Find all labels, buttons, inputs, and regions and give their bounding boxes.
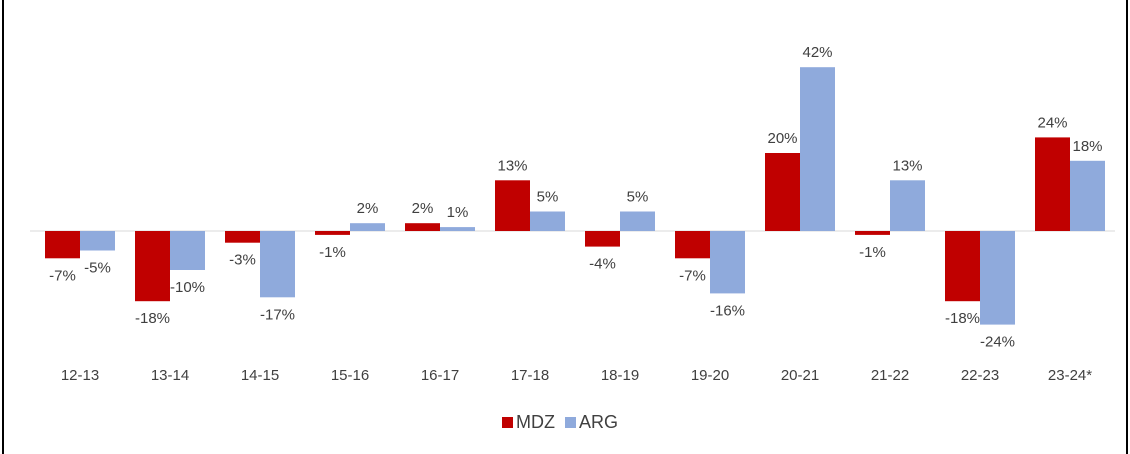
data-label: 5% [627,188,649,205]
x-tick-label: 18-19 [601,367,639,384]
bar [315,231,350,235]
bar [675,231,710,259]
x-tick-label: 21-22 [871,367,909,384]
x-tick-label: 12-13 [61,367,99,384]
x-tick-label: 23-24* [1048,367,1092,384]
data-label: -10% [170,279,205,296]
data-label: -4% [589,256,616,273]
x-tick-label: 16-17 [421,367,459,384]
bar [585,231,620,247]
x-tick-label: 13-14 [151,367,189,384]
data-label: -7% [49,267,76,284]
bar [45,231,80,259]
bar [1070,160,1105,231]
bar [980,231,1015,325]
legend-swatch [565,417,576,428]
bar [530,211,565,231]
data-label: 42% [802,44,832,61]
bar [800,67,835,231]
data-label: -5% [84,259,111,276]
data-label: -17% [260,306,295,323]
x-tick-label: 19-20 [691,367,729,384]
data-label: -16% [710,302,745,319]
data-label: 18% [1072,138,1102,155]
x-tick-label: 15-16 [331,367,369,384]
bar [1035,137,1070,231]
x-tick-label: 20-21 [781,367,819,384]
data-label: -1% [859,244,886,261]
data-label: 2% [357,200,379,217]
data-label: -24% [980,334,1015,351]
data-label: 13% [497,157,527,174]
bar [440,227,475,231]
bar [260,231,295,298]
data-label: 2% [412,200,434,217]
data-label: -18% [945,310,980,327]
bar [890,180,925,231]
bar [710,231,745,294]
data-label: -18% [135,310,170,327]
bar [765,153,800,231]
legend-swatch [502,417,513,428]
x-tick-label: 22-23 [961,367,999,384]
data-label: 1% [447,204,469,221]
bar [855,231,890,235]
x-tick-label: 14-15 [241,367,279,384]
data-label: -1% [319,244,346,261]
bar [170,231,205,270]
legend-label: MDZ [516,412,555,432]
bar [225,231,260,243]
data-label: 20% [767,130,797,147]
data-label: 24% [1037,114,1067,131]
legend-label: ARG [579,412,618,432]
data-label: 5% [537,188,559,205]
data-label: -7% [679,267,706,284]
bar [495,180,530,231]
bar [80,231,115,251]
bar [620,211,655,231]
data-label: -3% [229,252,256,269]
bar [945,231,980,302]
bar [350,223,385,231]
x-tick-label: 17-18 [511,367,549,384]
data-label: 13% [892,157,922,174]
bar [405,223,440,231]
bar [135,231,170,302]
